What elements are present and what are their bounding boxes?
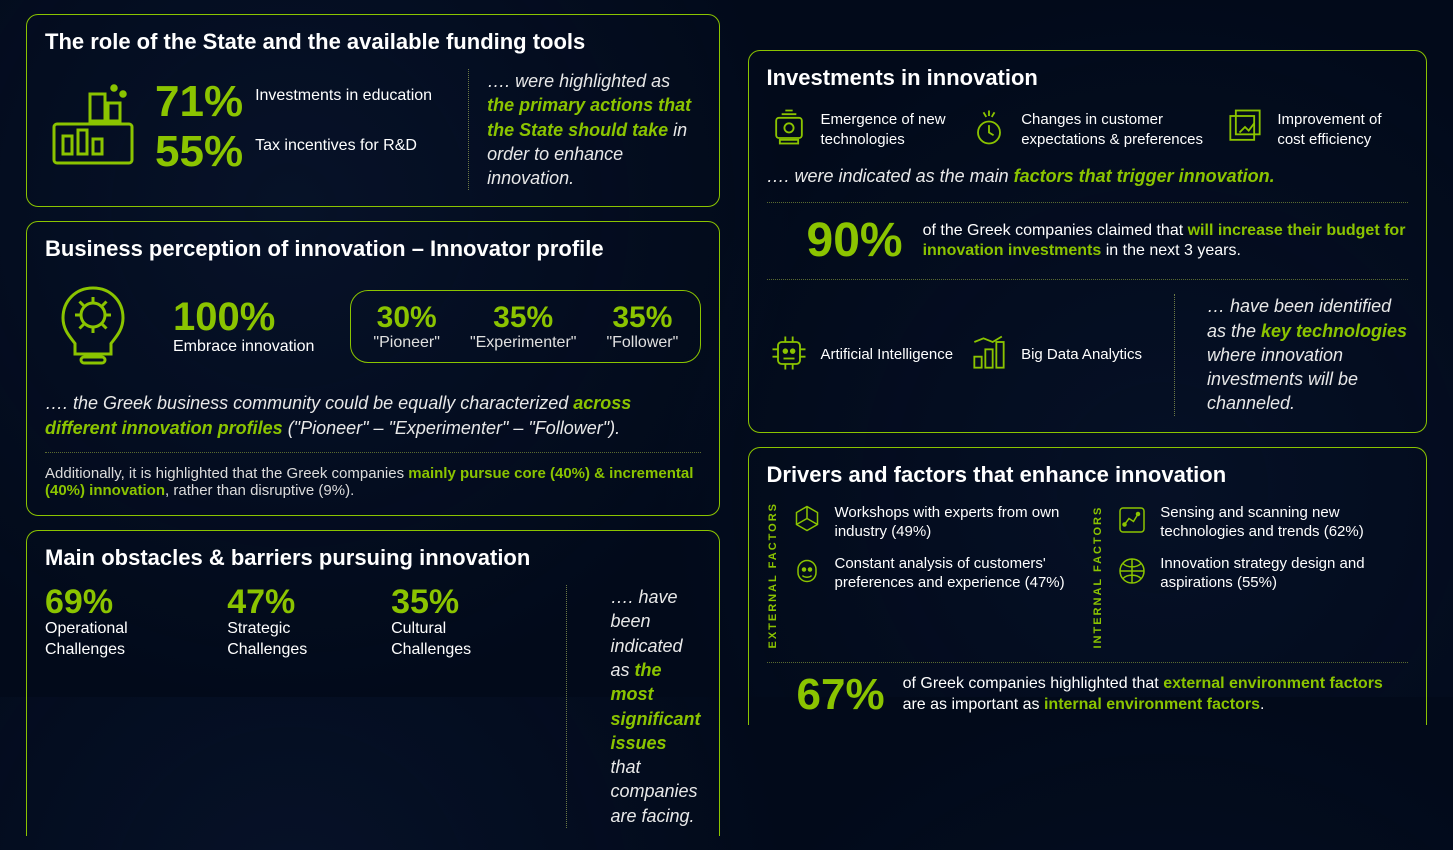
- factors-note: …. were indicated as the main factors th…: [767, 164, 1409, 188]
- panel-title: The role of the State and the available …: [45, 29, 701, 55]
- tech-emergence-icon: [767, 105, 811, 154]
- city-analytics-icon: [45, 79, 141, 180]
- stat-pct: 71%: [155, 80, 243, 124]
- ninety-text: of the Greek companies claimed that will…: [923, 221, 1408, 263]
- embrace-label: Embrace innovation: [173, 337, 314, 358]
- panel-investments: Investments in innovation Emergence of n…: [748, 50, 1428, 433]
- profile-box: 30%"Pioneer" 35%"Experimenter" 35%"Follo…: [350, 290, 701, 363]
- panel-perception: Business perception of innovation – Inno…: [26, 221, 720, 516]
- customer-expectation-icon: [967, 105, 1011, 154]
- lightbulb-gear-icon: [45, 276, 141, 377]
- external-factors-label: EXTERNAL FACTORS: [767, 502, 779, 649]
- perception-para1: …. the Greek business community could be…: [45, 391, 701, 440]
- customer-analysis-icon: [789, 553, 825, 594]
- panel-title: Business perception of innovation – Inno…: [45, 236, 701, 262]
- perception-para2: Additionally, it is highlighted that the…: [45, 465, 701, 499]
- panel-state-role: The role of the State and the available …: [26, 14, 720, 207]
- cost-efficiency-icon: [1223, 105, 1267, 154]
- ai-icon: [767, 331, 811, 380]
- drivers-pct: 67%: [797, 673, 885, 717]
- panel-title: Drivers and factors that enhance innovat…: [767, 462, 1409, 488]
- panel-obstacles: Main obstacles & barriers pursuing innov…: [26, 530, 720, 836]
- stat-pct: 55%: [155, 130, 243, 174]
- techs-note: … have been identified as the key techno…: [1207, 294, 1408, 415]
- internal-factors-label: INTERNAL FACTORS: [1092, 502, 1104, 649]
- embrace-pct: 100%: [173, 297, 314, 337]
- ninety-pct: 90%: [807, 217, 903, 265]
- panel-title: Investments in innovation: [767, 65, 1409, 91]
- panel-title: Main obstacles & barriers pursuing innov…: [45, 545, 701, 571]
- stat-label: Investments in education: [255, 80, 432, 105]
- panel-drivers: Drivers and factors that enhance innovat…: [748, 447, 1428, 726]
- stat-label: Tax incentives for R&D: [255, 130, 417, 155]
- bigdata-icon: [967, 331, 1011, 380]
- obstacles-note: …. have been indicated as the most signi…: [611, 585, 701, 828]
- radar-icon: [1114, 502, 1150, 543]
- workshop-icon: [789, 502, 825, 543]
- globe-strategy-icon: [1114, 553, 1150, 594]
- drivers-stat-text: of Greek companies highlighted that exte…: [903, 674, 1408, 716]
- state-note: …. were highlighted as the primary actio…: [487, 69, 700, 190]
